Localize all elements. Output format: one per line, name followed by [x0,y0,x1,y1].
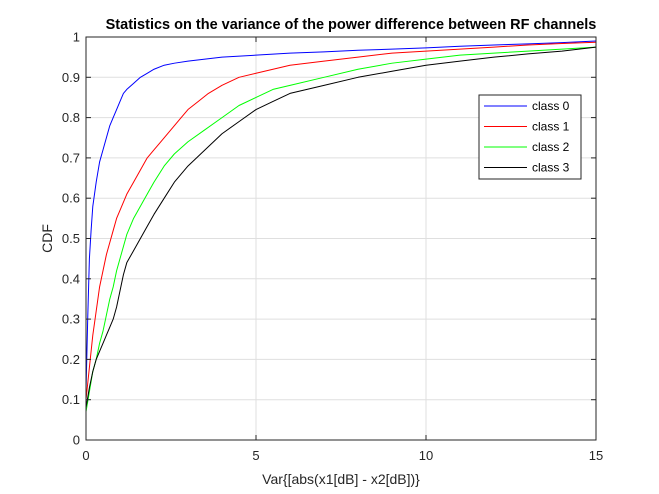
legend-label: class 0 [532,99,570,113]
series-line-class-3 [85,46,597,408]
y-tick-label: 1 [73,30,80,45]
y-tick-label: 0.1 [62,392,80,407]
chart-title: Statistics on the variance of the power … [106,17,597,33]
axis-ticks: 0 5 10 15 0 0.1 0.2 0.3 0.4 0.5 0.6 0.7 0.8 0.9 1 [62,30,603,464]
series-layer [85,40,597,412]
y-tick-label: 0.2 [62,352,80,367]
x-tick-label: 0 [82,448,89,463]
y-tick-label: 0.5 [62,231,80,246]
y-tick-label: 0.4 [62,271,80,286]
legend-label: class 3 [532,161,570,175]
y-tick-label: 0.6 [62,191,80,206]
legend: class 0 class 1 class 2 class 3 [478,94,582,180]
y-tick-label: 0 [73,433,80,448]
series-line-class-0 [85,40,597,392]
x-tick-label: 5 [252,448,259,463]
legend-label: class 1 [532,120,570,134]
legend-label: class 2 [532,140,570,154]
y-tick-label: 0.9 [62,70,80,85]
y-tick-label: 0.8 [62,110,80,125]
series-line-class-1 [85,41,597,400]
x-axis-label: Var{[abs(x1[dB] - x2[dB])} [262,471,420,487]
y-tick-label: 0.7 [62,150,80,165]
series-line-class-2 [85,46,597,412]
y-axis-label: CDF [39,224,55,253]
legend-box [478,94,582,180]
x-tick-label: 15 [589,448,603,463]
y-tick-label: 0.3 [62,312,80,327]
x-tick-label: 10 [419,448,433,463]
